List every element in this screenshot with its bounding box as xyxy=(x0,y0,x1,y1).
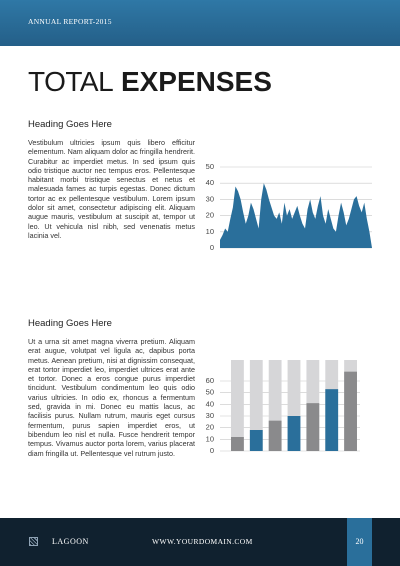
y-tick-label: 30 xyxy=(206,194,214,203)
bar-background xyxy=(249,360,263,451)
bar xyxy=(249,430,263,451)
header-band xyxy=(0,0,400,46)
bar xyxy=(287,416,301,451)
title-bold: EXPENSES xyxy=(120,66,272,97)
brand-icon xyxy=(29,537,38,546)
footer-website: WWW.YOURDOMAIN.COM xyxy=(152,537,253,546)
bar xyxy=(231,437,244,451)
title-light: TOTAL xyxy=(28,66,114,97)
bar xyxy=(306,403,320,451)
bar-chart: 0 10 20 30 40 50 60 xyxy=(206,360,360,455)
y-tick-label: 20 xyxy=(206,211,214,220)
area-chart: 0 10 20 30 40 50 xyxy=(206,162,372,252)
footer-band xyxy=(0,518,400,566)
page-title: TOTAL EXPENSES xyxy=(28,66,272,98)
y-tick-label: 0 xyxy=(210,446,214,455)
y-tick-label: 50 xyxy=(206,162,214,171)
y-tick-label: 50 xyxy=(206,388,214,397)
section-heading: Heading Goes Here xyxy=(28,318,112,329)
header-label: ANNUAL REPORT-2015 xyxy=(28,17,112,26)
section-text: Ut a urna sit amet magna viverra pretium… xyxy=(28,337,195,458)
y-tick-label: 10 xyxy=(206,227,214,236)
y-tick-label: 60 xyxy=(206,376,214,385)
y-tick-label: 30 xyxy=(206,411,214,420)
y-tick-label: 20 xyxy=(206,423,214,432)
y-tick-label: 40 xyxy=(206,399,214,408)
section-text: Vestibulum ultricies ipsum quis libero e… xyxy=(28,138,195,240)
y-tick-label: 10 xyxy=(206,434,214,443)
y-tick-label: 40 xyxy=(206,178,214,187)
bar xyxy=(268,420,282,451)
section-heading: Heading Goes Here xyxy=(28,119,112,130)
bar xyxy=(325,389,339,451)
y-tick-label: 0 xyxy=(210,243,214,252)
footer-brand: LAGOON xyxy=(52,537,89,546)
page-number: 20 xyxy=(347,518,372,566)
area xyxy=(220,183,372,248)
bar-background xyxy=(231,360,244,451)
bar xyxy=(344,371,357,451)
